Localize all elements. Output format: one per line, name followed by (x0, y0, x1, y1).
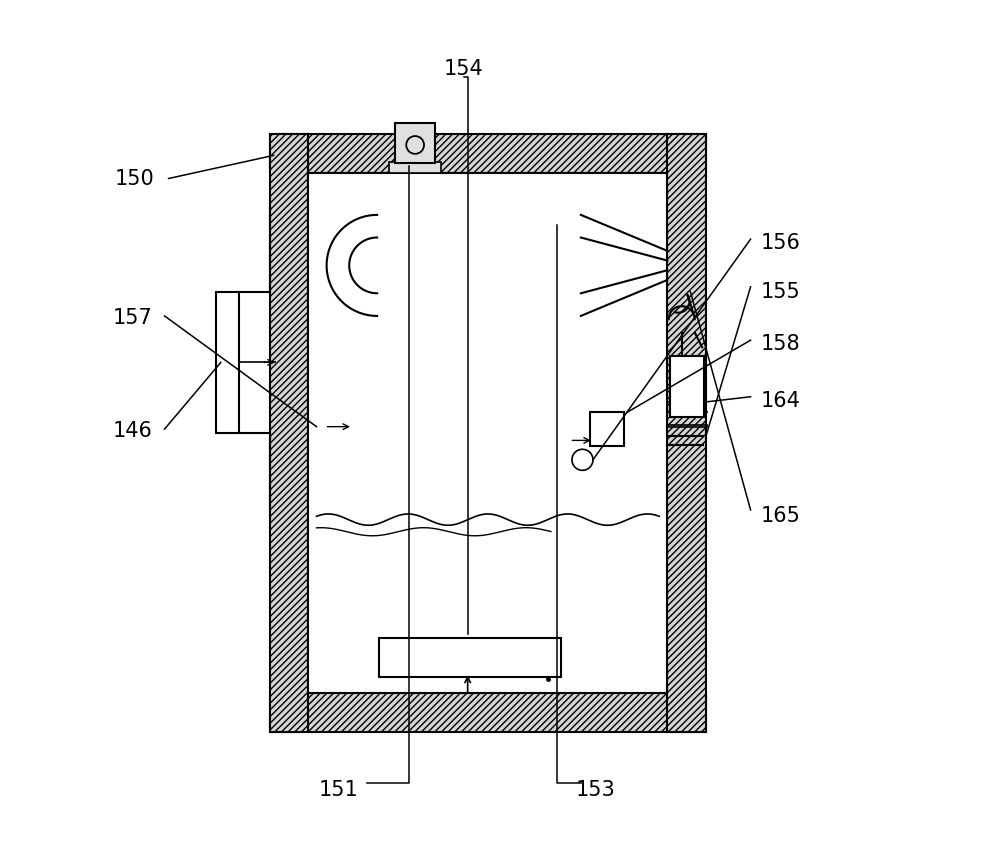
Bar (590, 412, 624, 446)
Text: 164: 164 (760, 391, 800, 411)
Text: 155: 155 (760, 282, 800, 301)
Text: 146: 146 (112, 421, 152, 440)
Text: 156: 156 (760, 233, 800, 253)
Text: 153: 153 (576, 781, 615, 801)
Bar (670, 356, 704, 417)
Bar (667, 134, 706, 733)
Text: 151: 151 (318, 781, 358, 801)
Text: 158: 158 (760, 334, 800, 354)
Bar (270, 134, 706, 173)
Bar (379, 638, 561, 677)
Text: 150: 150 (115, 168, 155, 189)
Text: 154: 154 (444, 60, 484, 79)
Text: 165: 165 (760, 505, 800, 525)
Bar (216, 291, 239, 433)
Bar (270, 134, 308, 733)
Bar (308, 173, 667, 694)
Bar (389, 162, 441, 173)
Bar (270, 694, 706, 733)
Bar (395, 123, 435, 163)
Text: 157: 157 (112, 307, 152, 328)
